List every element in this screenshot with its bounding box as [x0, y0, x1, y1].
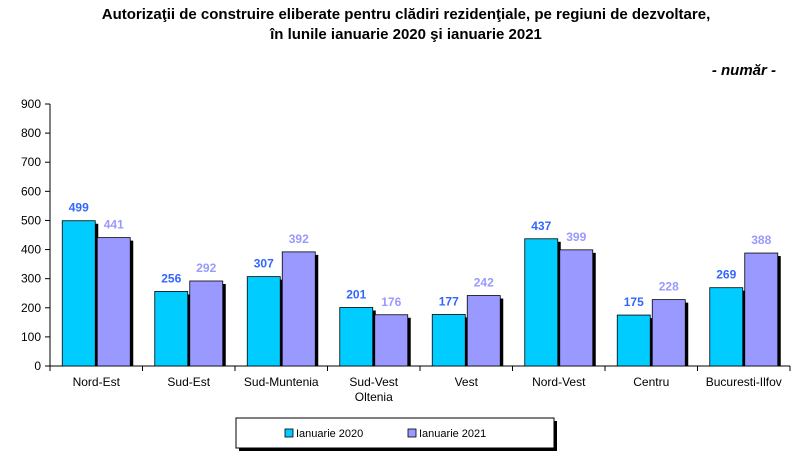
data-label: 175 [624, 295, 644, 309]
x-tick-label: Oltenia [355, 390, 393, 404]
data-label: 269 [716, 268, 736, 282]
bar [431, 314, 466, 367]
data-label: 388 [751, 233, 771, 247]
x-tick-label: Bucuresti-Ilfov [706, 375, 782, 389]
data-label: 177 [439, 294, 459, 308]
data-label: 242 [474, 276, 494, 290]
bar [709, 287, 744, 367]
chart-title-line-1: Autorizaţii de construire eliberate pent… [101, 6, 711, 23]
x-tick-label: Sud-Muntenia [244, 375, 319, 389]
data-label: 499 [69, 201, 89, 215]
x-tick-label: Sud-Vest [349, 375, 398, 389]
data-label: 176 [381, 295, 401, 309]
legend-label: Ianuarie 2021 [419, 428, 486, 440]
legend-box [235, 417, 555, 449]
y-tick-label: 100 [21, 330, 41, 344]
data-label: 201 [346, 287, 366, 301]
bar [616, 314, 651, 367]
data-label: 292 [196, 261, 216, 275]
bar [374, 314, 409, 367]
x-tick-label: Nord-Vest [532, 375, 586, 389]
y-tick-label: 900 [21, 97, 41, 111]
legend-swatch [284, 428, 294, 438]
chart-title-line-2: în lunile ianuarie 2020 şi ianuarie 2021 [270, 26, 542, 43]
unit-label: - număr - [711, 62, 776, 79]
bar [744, 252, 779, 367]
y-tick-label: 400 [21, 243, 41, 257]
data-label: 256 [161, 271, 181, 285]
legend-swatch [407, 428, 417, 438]
legend-label: Ianuarie 2020 [296, 428, 363, 440]
bar [281, 251, 316, 367]
y-tick-label: 0 [34, 359, 41, 373]
data-label: 392 [289, 232, 309, 246]
y-tick-label: 600 [21, 184, 41, 198]
data-label: 307 [254, 257, 274, 271]
y-tick-label: 500 [21, 213, 41, 227]
data-label: 399 [566, 230, 586, 244]
x-tick-label: Centru [633, 375, 669, 389]
bar [154, 291, 189, 367]
bar [651, 299, 686, 367]
bar [559, 249, 594, 367]
data-label: 437 [531, 219, 551, 233]
x-tick-label: Sud-Est [167, 375, 210, 389]
bar [61, 220, 96, 367]
bar [189, 280, 224, 367]
data-label: 441 [104, 218, 124, 232]
x-tick-label: Vest [455, 375, 479, 389]
x-tick-label: Nord-Est [73, 375, 121, 389]
y-tick-label: 700 [21, 155, 41, 169]
bar [246, 276, 281, 367]
bar [339, 307, 374, 367]
bar [466, 295, 501, 367]
data-label: 228 [659, 280, 679, 294]
y-tick-label: 200 [21, 301, 41, 315]
y-tick-label: 800 [21, 126, 41, 140]
bar [524, 238, 559, 367]
bar [96, 237, 131, 367]
y-tick-label: 300 [21, 272, 41, 286]
